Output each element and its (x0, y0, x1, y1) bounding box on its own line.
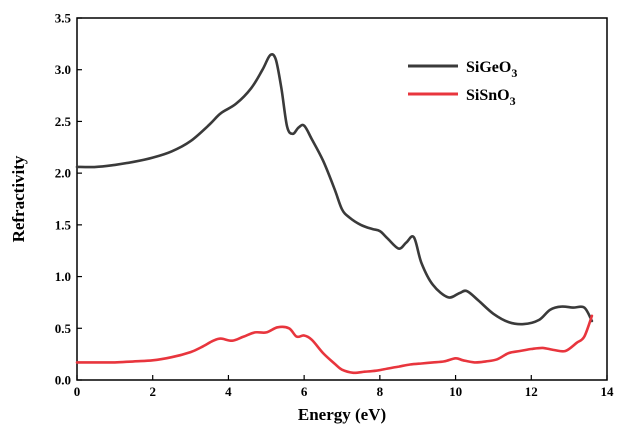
legend-label-0: SiGeO3 (466, 59, 517, 80)
y-tick-label-4: 2.0 (55, 166, 71, 181)
y-tick-label-0: 0.0 (55, 373, 71, 388)
x-tick-label-6: 12 (525, 384, 538, 399)
series-lines (75, 53, 594, 375)
y-axis-title: Refractivity (9, 155, 28, 242)
y-tick-label-5: 2.5 (55, 114, 72, 129)
y-tick-label-1: 0.5 (55, 321, 72, 336)
series-line-0 (75, 53, 594, 326)
y-tick-label-6: 3.0 (55, 62, 71, 77)
y-tick-label-3: 1.5 (55, 217, 72, 232)
plot-frame (76, 17, 608, 381)
axis-ticks: 0 2 4 6 8 10 12 14 0.0 0.5 1.0 1.5 2.0 2.5 3.0 3.5 (55, 11, 614, 400)
y-tick-label-2: 1.0 (55, 269, 71, 284)
x-axis-title: Energy (eV) (298, 405, 386, 424)
series-line-1 (75, 314, 594, 375)
x-tick-label-7: 14 (601, 384, 615, 399)
x-tick-label-0: 0 (74, 384, 81, 399)
x-tick-label-3: 6 (301, 384, 308, 399)
legend: SiGeO3 SiSnO3 (408, 59, 517, 108)
y-tick-label-7: 3.5 (55, 11, 72, 26)
x-tick-label-5: 10 (449, 384, 462, 399)
x-tick-label-2: 4 (225, 384, 232, 399)
x-tick-label-4: 8 (377, 384, 384, 399)
legend-label-1: SiSnO3 (466, 87, 516, 108)
x-tick-label-1: 2 (149, 384, 156, 399)
